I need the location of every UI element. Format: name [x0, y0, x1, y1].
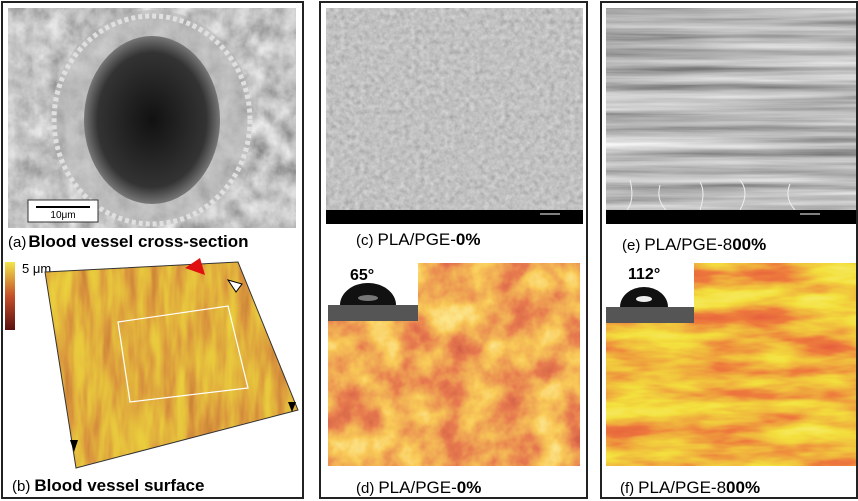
- caption-part: (f): [620, 480, 634, 497]
- panel-b-image: 5 μm: [5, 258, 302, 473]
- panel-caption: (d)PLA/PGE-0%: [356, 478, 481, 497]
- caption-part: PLA/PGE-: [378, 230, 456, 249]
- panel-c-image: [326, 8, 583, 224]
- panel-caption: (f) PLA/PGE-800%: [620, 478, 760, 497]
- caption-part: (a): [8, 234, 26, 251]
- caption-part: Blood vessel cross-section: [28, 232, 248, 251]
- panel-d-image: 65°: [328, 263, 580, 466]
- caption-part: (d): [356, 480, 374, 497]
- panel-f-image: 112°: [606, 263, 856, 466]
- caption-part: 00%: [726, 478, 760, 497]
- panel-caption: (c)PLA/PGE-0%: [356, 230, 481, 249]
- caption-part: PLA/PGE-: [378, 478, 456, 497]
- contact-angle: 65°: [350, 267, 374, 284]
- caption-part: (b): [12, 478, 30, 495]
- caption-part: PLA/PGE-8: [638, 478, 726, 497]
- caption-part: PLA/PGE-8: [644, 235, 732, 254]
- caption-part: (e): [622, 237, 640, 254]
- panel-e-image: [606, 8, 856, 224]
- caption-part: Blood vessel surface: [34, 476, 204, 495]
- panel-caption: (b)Blood vessel surface: [12, 476, 204, 495]
- panel-caption: (e)PLA/PGE-800%: [622, 235, 766, 254]
- scale-bar-label: 10μm: [50, 210, 75, 221]
- caption-part: (c): [356, 232, 374, 249]
- panel-a-image: 10μm: [8, 8, 296, 228]
- contact-angle: 112°: [628, 266, 660, 283]
- figure: 10μm (a)Blood vessel cross-section 5 μm …: [0, 0, 858, 501]
- caption-part: 0%: [456, 230, 481, 249]
- caption-part: 0%: [457, 478, 482, 497]
- caption-part: 00%: [732, 235, 766, 254]
- panel-caption: (a)Blood vessel cross-section: [8, 232, 248, 251]
